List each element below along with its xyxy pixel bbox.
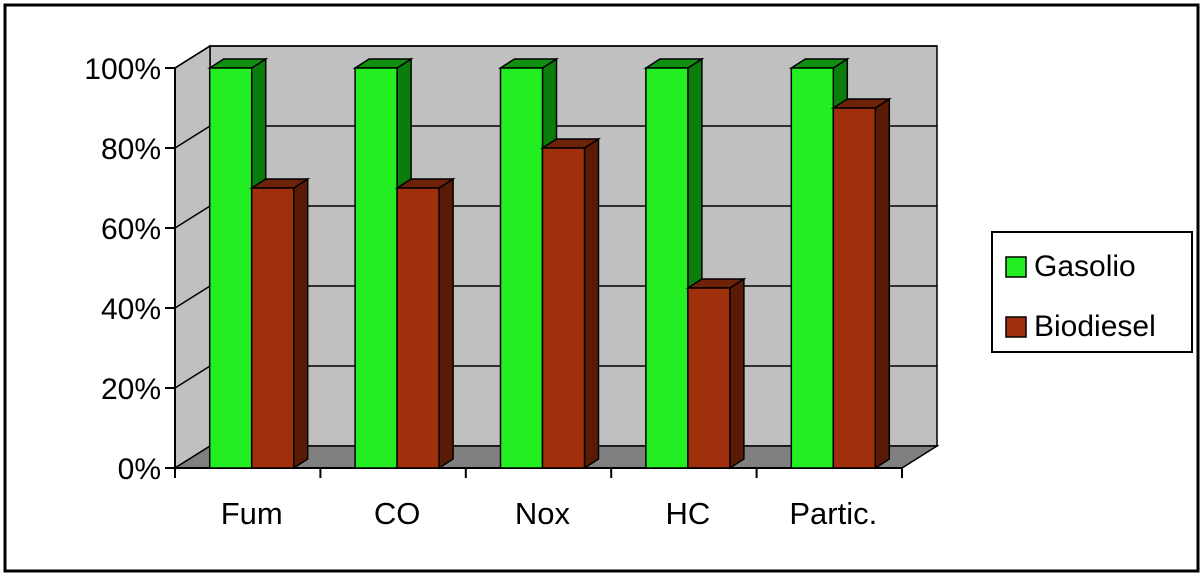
- y-tick-label: 0%: [118, 453, 161, 486]
- bar-front: [541, 147, 586, 469]
- bar-side: [438, 177, 454, 470]
- bar-front: [250, 187, 295, 469]
- bar-front: [645, 67, 689, 469]
- bar-biodiesel-nox: [539, 137, 602, 470]
- bar-biodiesel-co: [394, 177, 456, 470]
- legend: Gasolio Biodiesel: [991, 231, 1193, 353]
- legend-label-gasolio: Gasolio: [1034, 250, 1136, 283]
- x-category-label: HC: [666, 496, 711, 531]
- y-tick-label: 80%: [101, 133, 161, 166]
- bar-front: [790, 67, 835, 469]
- bar-front: [832, 107, 877, 469]
- legend-swatch-biodiesel: [1005, 316, 1027, 338]
- bar-front: [396, 187, 440, 469]
- y-tick-label: 100%: [84, 53, 161, 86]
- bar-side: [729, 277, 745, 470]
- bar-side: [292, 177, 309, 470]
- gridline: [174, 45, 937, 69]
- bar-front: [354, 67, 398, 469]
- bar-side: [583, 137, 600, 470]
- y-tick-label: 40%: [101, 293, 161, 326]
- bar-front: [687, 287, 731, 469]
- bar-biodiesel-hc: [685, 277, 747, 470]
- bar-front: [499, 67, 544, 469]
- bar-biodiesel-fum: [249, 177, 311, 470]
- x-category-label: Partic.: [789, 496, 877, 531]
- legend-label-biodiesel: Biodiesel: [1034, 310, 1156, 343]
- legend-swatch-gasolio: [1005, 256, 1027, 278]
- x-category-label: Nox: [515, 496, 571, 531]
- bar-gasolio-hc: [643, 57, 705, 470]
- y-tick-label: 20%: [101, 373, 161, 406]
- bar-front: [208, 67, 253, 469]
- bar-side: [874, 97, 891, 470]
- x-category-label: CO: [374, 496, 421, 531]
- bar-biodiesel-partic: [830, 97, 892, 470]
- x-category-label: Fum: [221, 496, 283, 531]
- side-wall: [174, 44, 211, 470]
- y-tick-label: 60%: [101, 213, 161, 246]
